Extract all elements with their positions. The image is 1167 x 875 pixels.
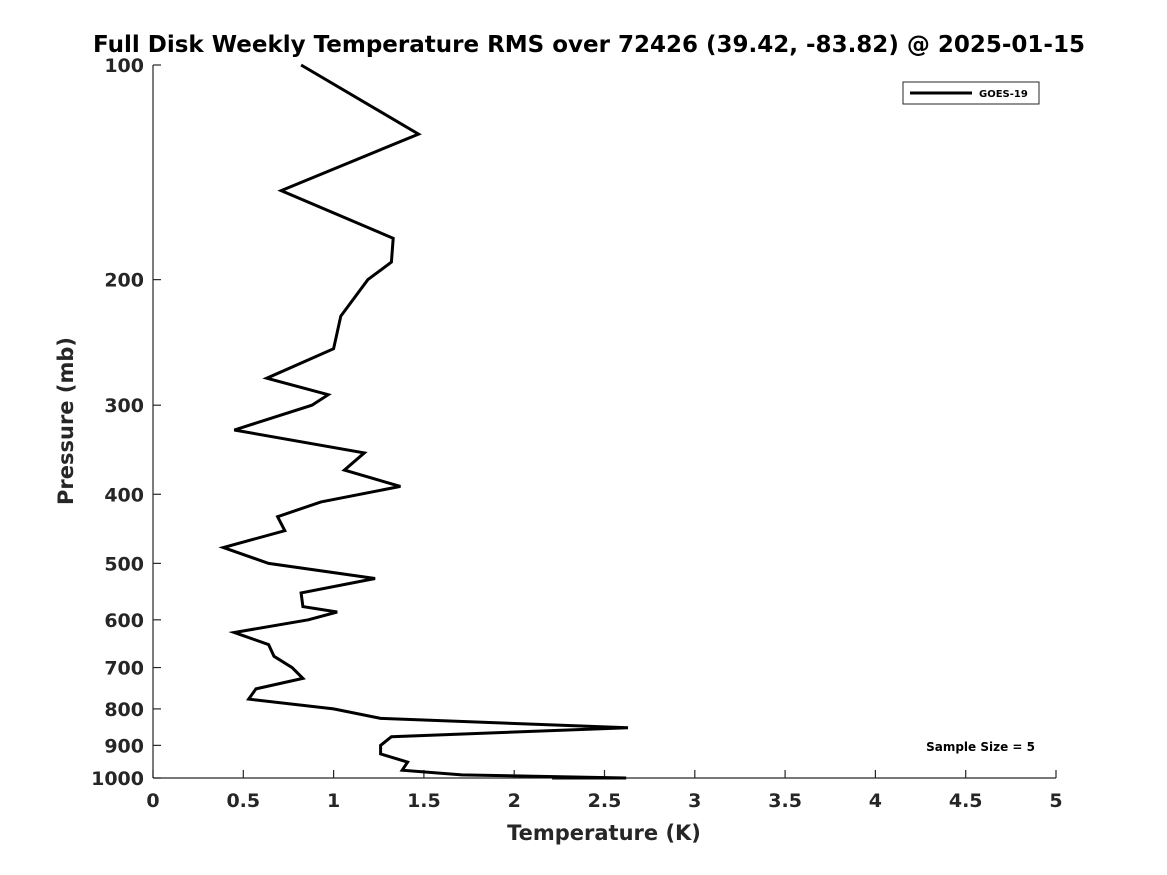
x-tick-label: 3.5 xyxy=(768,790,802,812)
x-tick-label: 2 xyxy=(508,790,521,812)
series-layer xyxy=(218,63,629,780)
y-tick-label: 200 xyxy=(104,270,144,292)
x-tick-label: 1 xyxy=(327,790,340,812)
x-ticks: 0 0.5 1 1.5 2 2.5 3 3.5 4 4.5 5 xyxy=(146,770,1063,812)
x-tick-label: 0 xyxy=(146,790,159,812)
x-tick-label: 1.5 xyxy=(407,790,441,812)
series-line-goes-19 xyxy=(218,63,629,780)
y-tick-label: 300 xyxy=(104,395,144,417)
x-tick-label: 2.5 xyxy=(588,790,622,812)
sample-size-annotation: Sample Size = 5 xyxy=(926,740,1035,754)
x-tick-label: 5 xyxy=(1049,790,1062,812)
y-tick-label: 100 xyxy=(104,55,144,77)
plot-area: 0 0.5 1 1.5 2 2.5 3 3.5 4 4.5 5 100 200 300 400 500 600… xyxy=(91,55,1063,812)
chart-title: Full Disk Weekly Temperature RMS over 72… xyxy=(93,32,1085,58)
x-axis-label: Temperature (K) xyxy=(507,821,701,845)
y-tick-label: 600 xyxy=(104,610,144,632)
y-tick-label: 900 xyxy=(104,735,144,757)
y-tick-label: 500 xyxy=(104,553,144,575)
legend: GOES-19 xyxy=(902,81,1040,105)
y-tick-label: 800 xyxy=(104,699,144,721)
x-tick-label: 0.5 xyxy=(226,790,260,812)
y-tick-label: 400 xyxy=(104,484,144,506)
x-tick-label: 4.5 xyxy=(949,790,983,812)
y-ticks: 100 200 300 400 500 600 700 800 900 1000 xyxy=(91,55,161,790)
x-tick-label: 4 xyxy=(869,790,882,812)
y-tick-label: 1000 xyxy=(91,768,144,790)
legend-label-goes-19: GOES-19 xyxy=(979,89,1028,100)
x-tick-label: 3 xyxy=(688,790,701,812)
y-axis-label: Pressure (mb) xyxy=(54,337,78,505)
y-tick-label: 700 xyxy=(104,658,144,680)
